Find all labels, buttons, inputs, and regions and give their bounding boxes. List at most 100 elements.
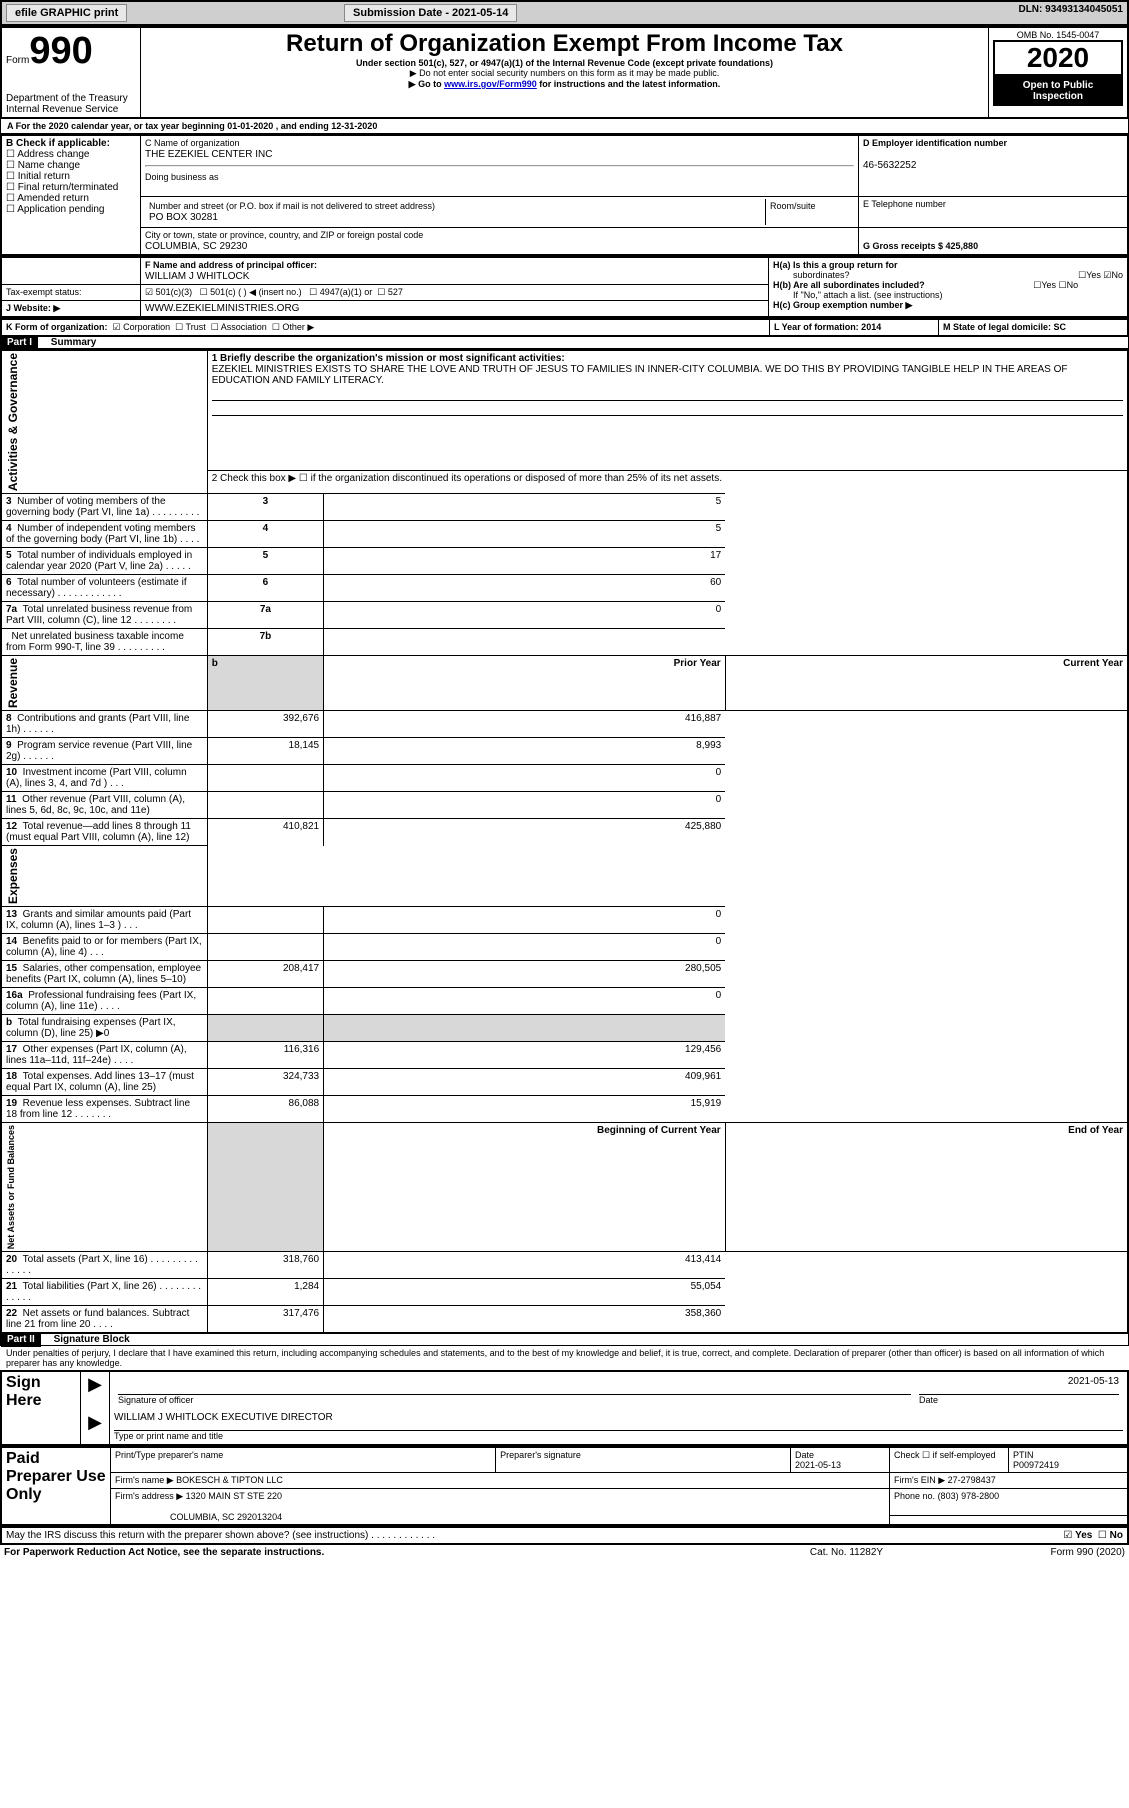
prior-val: 318,760: [207, 1252, 323, 1279]
line2: 2 Check this box ▶ ☐ if the organization…: [207, 470, 1128, 493]
boxB-item[interactable]: ☐ Amended return: [6, 193, 136, 204]
officer-name: WILLIAM J WHITLOCK: [145, 271, 249, 282]
line-val: 60: [324, 575, 726, 602]
foot-r: Form 990 (2020): [1051, 1547, 1125, 1558]
L-value: L Year of formation: 2014: [774, 322, 881, 332]
line-num: 6: [207, 575, 323, 602]
paid-prep-title: Paid Preparer Use Only: [6, 1450, 106, 1503]
Hb: H(b) Are all subordinates included?: [773, 280, 925, 290]
boxB-item[interactable]: ☐ Address change: [6, 149, 136, 160]
sec-activities: Activities & Governance: [6, 353, 20, 491]
typed-label: Type or print name and title: [114, 1431, 223, 1441]
sub1: Under section 501(c), 527, or 4947(a)(1)…: [356, 58, 773, 68]
k-other: Other ▶: [282, 322, 314, 332]
prior-val: [207, 907, 323, 934]
line-num: 5: [207, 548, 323, 575]
date-label: Date: [919, 1395, 938, 1405]
curr-val: 416,887: [324, 711, 726, 738]
boxG-label: G Gross receipts $ 425,880: [863, 241, 978, 251]
prior-val: 324,733: [207, 1069, 323, 1096]
ein-val: 27-2798437: [948, 1475, 996, 1485]
curr-val: 358,360: [324, 1306, 726, 1334]
boxF-label: F Name and address of principal officer:: [145, 260, 317, 270]
Ha: H(a) Is this a group return for: [773, 260, 898, 270]
line-text: 14 Benefits paid to or for members (Part…: [1, 934, 207, 961]
prior-val: [207, 988, 323, 1015]
yes1: Yes: [1086, 270, 1101, 280]
line-text: 10 Investment income (Part VIII, column …: [1, 765, 207, 792]
line-text: 12 Total revenue—add lines 8 through 11 …: [1, 819, 207, 846]
K-label: K Form of organization:: [6, 322, 108, 332]
line-text: 18 Total expenses. Add lines 13–17 (must…: [1, 1069, 207, 1096]
form-title: Return of Organization Exempt From Incom…: [145, 30, 984, 58]
city-label: City or town, state or province, country…: [145, 230, 423, 240]
form990-link[interactable]: www.irs.gov/Form990: [444, 79, 537, 89]
curr-val: 413,414: [324, 1252, 726, 1279]
foot-m: Cat. No. 11282Y: [753, 1545, 939, 1560]
klm-row: K Form of organization: ☑ Corporation ☐ …: [0, 318, 1129, 337]
prior-val: 116,316: [207, 1042, 323, 1069]
line-text: 9 Program service revenue (Part VIII, li…: [1, 738, 207, 765]
prior-val: 208,417: [207, 961, 323, 988]
website-value: WWW.EZEKIELMINISTRIES.ORG: [141, 301, 769, 318]
officer-block: F Name and address of principal officer:…: [0, 256, 1129, 318]
line-text: b Total fundraising expenses (Part IX, c…: [1, 1015, 207, 1042]
prior-val: 392,676: [207, 711, 323, 738]
prior-val: [207, 792, 323, 819]
sub2: ▶ Do not enter social security numbers o…: [145, 68, 984, 79]
line-text: 16a Professional fundraising fees (Part …: [1, 988, 207, 1015]
footer: For Paperwork Reduction Act Notice, see …: [0, 1545, 1129, 1560]
city-value: COLUMBIA, SC 29230: [145, 241, 247, 252]
prior-val: 317,476: [207, 1306, 323, 1334]
curr-val: 55,054: [324, 1279, 726, 1306]
curr-val: 0: [324, 934, 726, 961]
boxB-item[interactable]: ☐ Initial return: [6, 171, 136, 182]
omb-label: OMB No. 1545-0047: [993, 30, 1123, 40]
line-text: 5 Total number of individuals employed i…: [1, 548, 207, 575]
boxB-item[interactable]: ☐ Final return/terminated: [6, 182, 136, 193]
prior-val: [207, 934, 323, 961]
tax-year: 2020: [993, 40, 1123, 76]
submission-date-button[interactable]: Submission Date - 2021-05-14: [344, 4, 517, 22]
line-text: 21 Total liabilities (Part X, line 26) .…: [1, 1279, 207, 1306]
firmaddr-label: Firm's address ▶: [115, 1491, 183, 1501]
ein-value: 46-5632252: [863, 160, 916, 171]
part1-title: Summary: [41, 337, 97, 348]
Hbnote: If "No," attach a list. (see instruction…: [793, 290, 942, 300]
527: 527: [388, 287, 403, 297]
efile-print-button[interactable]: efile GRAPHIC print: [6, 4, 127, 22]
curr-val: 0: [324, 907, 726, 934]
curr-val: 129,456: [324, 1042, 726, 1069]
sig-label: Signature of officer: [118, 1395, 193, 1405]
discuss-text: May the IRS discuss this return with the…: [1, 1527, 959, 1544]
phone-label: Phone no.: [894, 1491, 935, 1501]
k-trust: Trust: [186, 322, 206, 332]
prior-val: 86,088: [207, 1096, 323, 1123]
boxB-item[interactable]: ☐ Application pending: [6, 204, 136, 215]
firmaddr1: 1320 MAIN ST STE 220: [186, 1491, 282, 1501]
typed-name: WILLIAM J WHITLOCK EXECUTIVE DIRECTOR: [114, 1412, 1123, 1431]
curr-val: 409,961: [324, 1069, 726, 1096]
curr-val: 0: [324, 792, 726, 819]
M-value: M State of legal domicile: SC: [943, 322, 1066, 332]
line-text: 3 Number of voting members of the govern…: [1, 494, 207, 521]
line-text: 20 Total assets (Part X, line 16) . . . …: [1, 1252, 207, 1279]
sign-here: Sign Here: [6, 1374, 42, 1409]
discuss-row: May the IRS discuss this return with the…: [0, 1526, 1129, 1545]
taxexempt-label: Tax-exempt status:: [1, 285, 141, 301]
line-text: 7a Total unrelated business revenue from…: [1, 602, 207, 629]
line-text: 22 Net assets or fund balances. Subtract…: [1, 1306, 207, 1334]
firmaddr2: COLUMBIA, SC 292013204: [170, 1512, 282, 1522]
addr-value: PO BOX 30281: [149, 212, 218, 223]
room-label: Room/suite: [766, 199, 855, 225]
Ha2: subordinates?: [793, 270, 850, 280]
part1-bar: Part I: [1, 335, 38, 350]
part2-bar: Part II: [1, 1332, 41, 1347]
part2-title: Signature Block: [44, 1334, 130, 1345]
sign-block: Sign Here ▶ Signature of officer 2021-05…: [0, 1370, 1129, 1446]
boxB-item[interactable]: ☐ Name change: [6, 160, 136, 171]
curr-val: 0: [324, 988, 726, 1015]
line-val: [324, 629, 726, 656]
sec-net: Net Assets or Fund Balances: [6, 1125, 16, 1249]
k-assoc: Association: [221, 322, 267, 332]
